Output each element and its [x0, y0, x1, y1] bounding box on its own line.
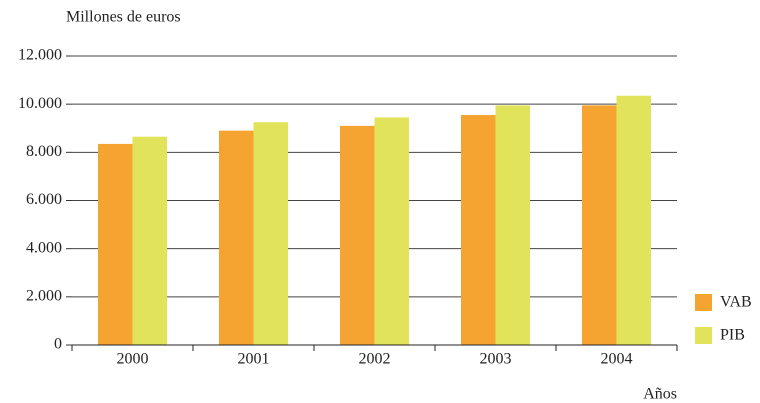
bar	[219, 130, 254, 345]
x-tick-label: 2000	[117, 351, 149, 368]
bar	[495, 105, 530, 345]
bar	[98, 143, 133, 345]
bar	[461, 115, 496, 345]
legend-label: PIB	[720, 327, 745, 344]
bar	[340, 125, 375, 345]
legend-label: VAB	[720, 294, 752, 311]
bar	[253, 122, 288, 346]
legend-swatch	[695, 294, 712, 311]
bar	[616, 95, 651, 345]
x-tick-label: 2002	[359, 351, 391, 368]
bar	[374, 117, 409, 345]
y-tick-label: 12.000	[18, 47, 62, 64]
x-tick-label: 2001	[238, 351, 270, 368]
y-tick-label: 10.000	[18, 95, 62, 112]
legend-swatch	[695, 327, 712, 344]
bar	[582, 105, 617, 345]
x-axis-label: Años	[643, 386, 677, 403]
y-tick-label: 6.000	[26, 191, 62, 208]
y-tick-label: 8.000	[26, 143, 62, 160]
x-tick-label: 2004	[601, 351, 633, 368]
y-tick-label: 2.000	[26, 288, 62, 305]
bar	[132, 136, 167, 345]
y-tick-label: 0	[54, 336, 62, 353]
y-tick-label: 4.000	[26, 239, 62, 256]
chart-title: Millones de euros	[66, 9, 181, 26]
x-tick-label: 2003	[480, 351, 512, 368]
